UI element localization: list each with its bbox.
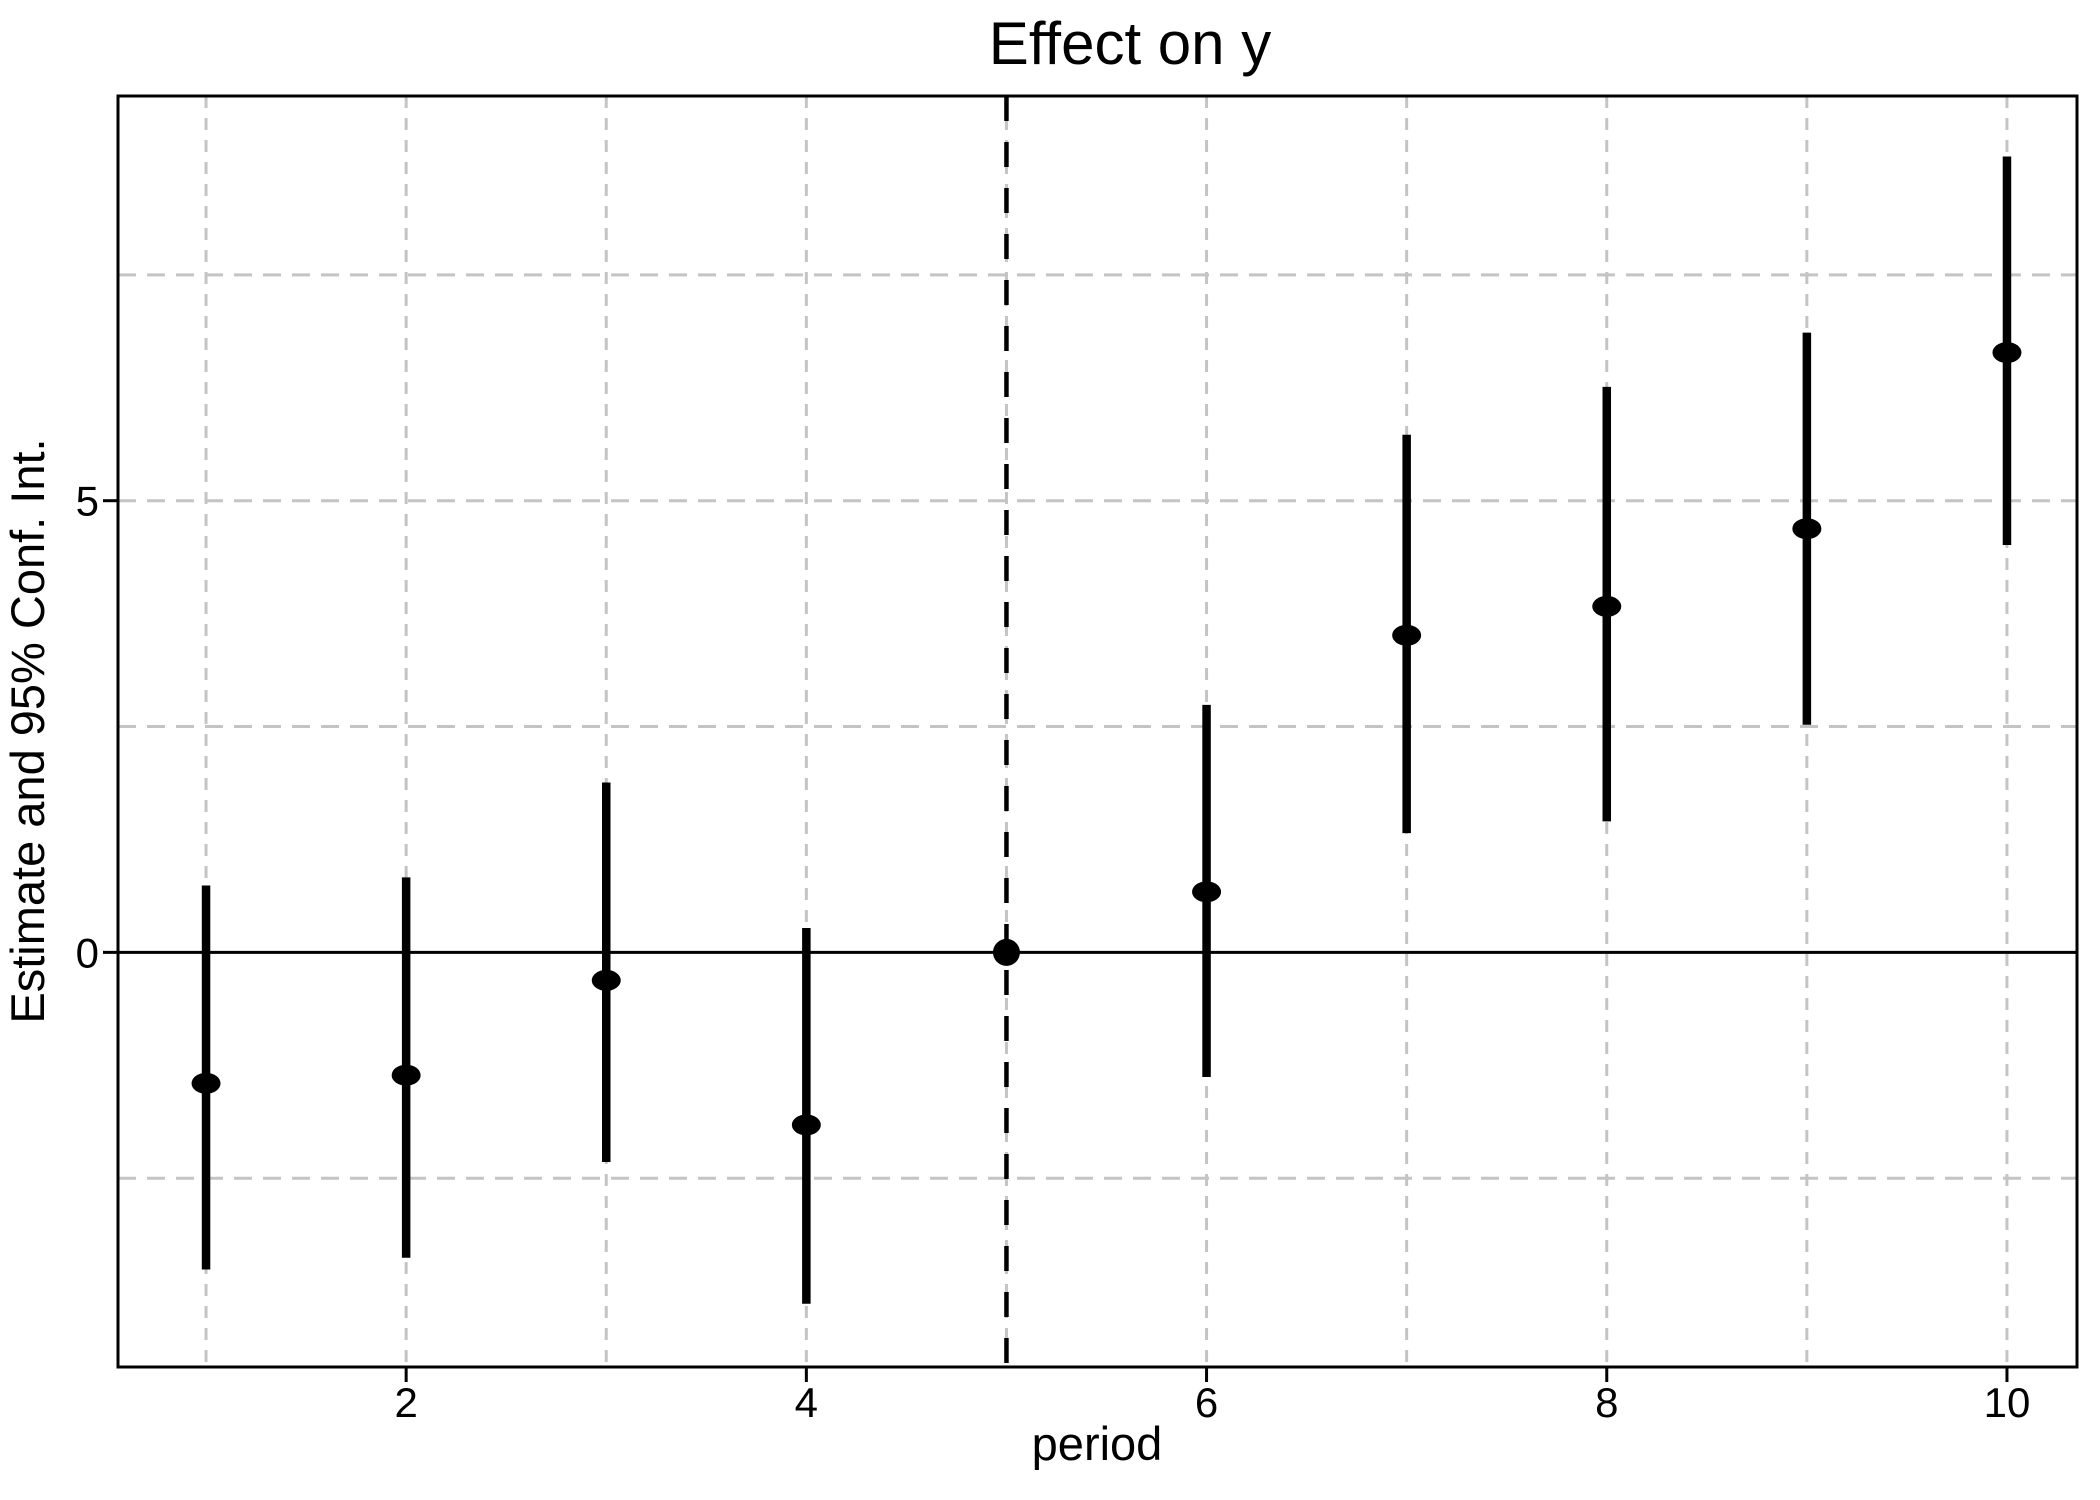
estimate-point [791,1114,821,1136]
x-tick-label: 6 [1195,1379,1218,1426]
x-tick-label: 8 [1595,1379,1618,1426]
estimate-point [1192,881,1222,903]
y-axis-label: Estimate and 95% Conf. Int. [1,438,54,1023]
estimate-point [1592,595,1622,617]
estimate-point [1992,342,2022,364]
chart-title: Effect on y [989,10,1271,77]
plot-border [116,94,2079,1369]
x-axis-label: period [1032,1417,1163,1470]
reference-point [992,938,1020,966]
estimate-point [591,969,621,991]
plot-layers: 2 4 6 8 10 0 5 [76,94,2079,1426]
x-tick-label: 10 [1984,1379,2031,1426]
estimate-point [1392,624,1422,646]
estimate-point [391,1064,421,1086]
x-tick-label: 4 [795,1379,818,1426]
y-tick-label: 0 [76,929,99,976]
x-tick-label: 2 [394,1379,417,1426]
estimate-point [1792,518,1822,540]
estimate-point [191,1072,221,1094]
y-tick-label: 5 [76,478,99,525]
